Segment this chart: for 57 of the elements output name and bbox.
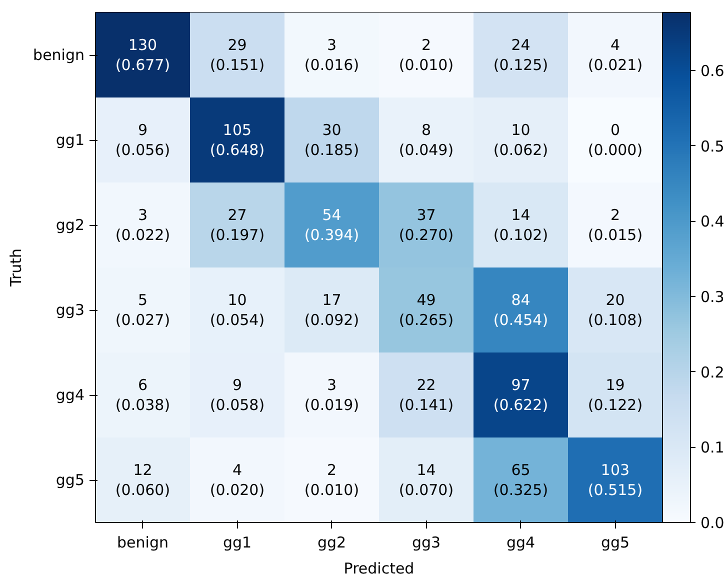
data-label: 49 (0.265) <box>398 291 454 329</box>
y-tick-label: gg3 <box>56 301 85 319</box>
data-label: 24 (0.125) <box>493 36 548 74</box>
data-label: 14 (0.102) <box>493 206 548 244</box>
data-label: 8 (0.049) <box>398 121 454 159</box>
data-label: 103 (0.515) <box>588 461 643 499</box>
data-label: 22 (0.141) <box>398 376 454 414</box>
x-tick-label: gg5 <box>600 534 630 552</box>
x-tick-label: gg1 <box>222 534 252 552</box>
data-label: 5 (0.027) <box>115 291 170 329</box>
color-bar-label: 0.3 <box>700 288 724 306</box>
y-tick-label: gg1 <box>56 131 85 149</box>
data-label: 17 (0.092) <box>304 291 360 329</box>
data-label: 12 (0.060) <box>115 461 170 499</box>
y-tick-label: benign <box>33 46 84 64</box>
x-tick-label: gg2 <box>317 534 346 552</box>
data-label: 37 (0.270) <box>398 206 454 244</box>
data-label: 9 (0.056) <box>115 121 170 159</box>
y-tick-label: gg2 <box>56 216 85 234</box>
data-label: 19 (0.122) <box>588 376 643 414</box>
y-tick-label: gg4 <box>56 386 85 404</box>
data-label: 14 (0.070) <box>398 461 454 499</box>
x-axis-title: Predicted <box>344 560 414 578</box>
data-label: 6 (0.038) <box>115 376 170 414</box>
data-label: 2 (0.015) <box>588 206 643 244</box>
data-label: 3 (0.022) <box>115 206 170 244</box>
data-label: 4 (0.021) <box>588 36 643 74</box>
y-axis-title: Truth <box>7 248 26 288</box>
data-label: 10 (0.054) <box>210 291 265 329</box>
data-label: 20 (0.108) <box>588 291 643 329</box>
data-label: 2 (0.010) <box>398 36 454 74</box>
data-label: 30 (0.185) <box>304 121 360 159</box>
color-bar-label: 0.4 <box>700 212 724 231</box>
data-label: 0 (0.000) <box>588 121 643 159</box>
color-bar-label: 0.0 <box>700 514 724 532</box>
data-label: 54 (0.394) <box>304 206 360 244</box>
data-label: 97 (0.622) <box>493 376 548 414</box>
x-tick-label: gg4 <box>506 534 536 552</box>
data-label: 2 (0.010) <box>304 461 360 499</box>
data-label: 84 (0.454) <box>493 291 548 329</box>
x-tick-label: gg3 <box>412 534 441 552</box>
data-label: 105 (0.648) <box>210 121 265 159</box>
color-bar-label: 0.5 <box>700 137 724 156</box>
color-bar-label: 0.2 <box>700 363 724 382</box>
data-label: 130 (0.677) <box>115 36 170 74</box>
data-label: 3 (0.016) <box>304 36 360 74</box>
data-label: 10 (0.062) <box>493 121 548 159</box>
data-label: 4 (0.020) <box>210 461 265 499</box>
data-label: 3 (0.019) <box>304 376 360 414</box>
y-tick-label: gg5 <box>56 471 85 489</box>
data-label: 27 (0.197) <box>210 206 265 244</box>
color-bar-label: 0.6 <box>700 62 724 80</box>
data-label: 9 (0.058) <box>210 376 265 414</box>
color-bar-label: 0.1 <box>700 438 724 457</box>
x-tick-label: benign <box>117 534 168 552</box>
data-label: 29 (0.151) <box>210 36 265 74</box>
data-label: 65 (0.325) <box>493 461 548 499</box>
